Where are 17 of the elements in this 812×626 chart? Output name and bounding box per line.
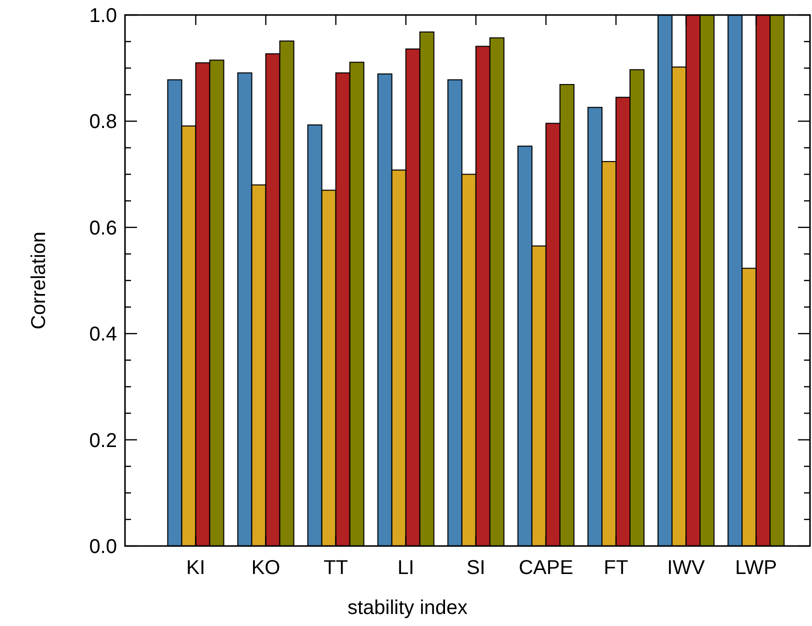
x-tick-label: LWP — [735, 557, 777, 579]
y-tick-label: 0.6 — [89, 217, 117, 240]
x-tick-label: SI — [466, 557, 486, 579]
x-tick-label: IWV — [667, 557, 706, 579]
y-tick-label: 0.2 — [89, 430, 117, 452]
y-tick-label: 0.0 — [89, 536, 117, 558]
x-tick-label: FT — [604, 557, 628, 579]
y-axis-title: Correlation — [28, 232, 50, 330]
x-tick-label: LI — [398, 557, 414, 579]
x-tick-label: TT — [324, 557, 348, 579]
x-tick-label: KO — [251, 557, 280, 579]
x-tick-label: KI — [186, 557, 206, 579]
x-axis-title: stability index — [347, 597, 468, 619]
x-tick-label: CAPE — [518, 557, 574, 579]
y-tick-label: 1.0 — [89, 5, 117, 27]
y-tick-label: 0.4 — [89, 324, 117, 346]
y-tick-label: 0.8 — [89, 111, 117, 134]
